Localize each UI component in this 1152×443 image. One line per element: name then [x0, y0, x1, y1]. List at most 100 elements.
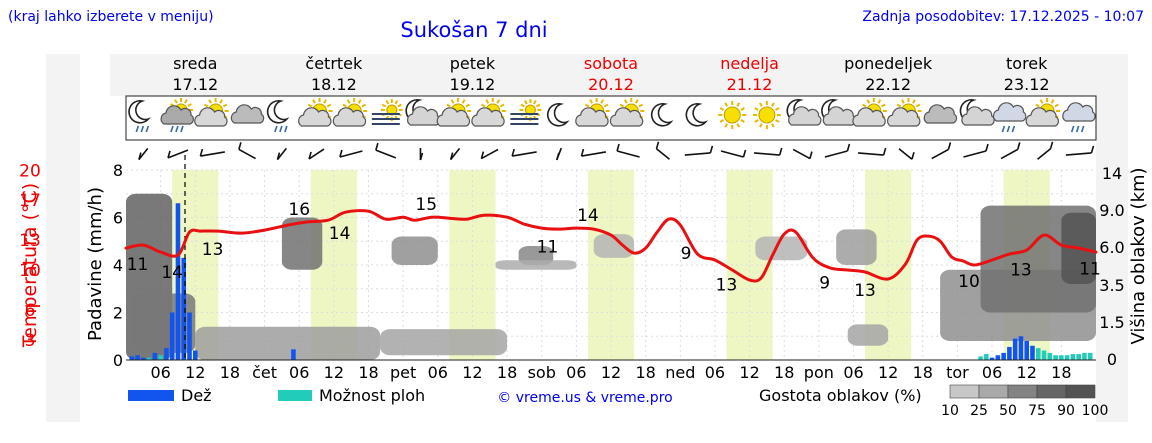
wind-barb: [339, 149, 363, 158]
day-name: četrtek: [305, 54, 363, 73]
rain-drop: [1075, 125, 1080, 133]
wind-feather: [480, 151, 485, 159]
cloud-shape: [194, 107, 228, 127]
density-swatch: [978, 384, 1009, 399]
cloud-blob: [391, 236, 438, 265]
shower-bar: [1076, 354, 1081, 360]
shower-bar: [1087, 352, 1093, 360]
sun-ray: [1039, 99, 1044, 104]
precip-tick: 6: [113, 209, 123, 228]
temperature-label: 13: [716, 276, 738, 296]
precip-tick: 4: [113, 256, 123, 275]
sun-ray: [724, 102, 729, 107]
density-swatch: [949, 384, 980, 399]
rain-bar: [192, 350, 198, 360]
weather-icons: [128, 98, 1096, 133]
cloud-density-legend-label: Gostota oblakov (%): [759, 386, 922, 405]
wind-feather: [375, 142, 379, 151]
shower-bar: [1035, 348, 1041, 360]
cloud-height-tick: 1.5: [1099, 313, 1124, 332]
sun-ray: [394, 99, 399, 105]
sun-ray: [208, 99, 212, 104]
wind-shaft: [200, 151, 225, 157]
shower-bar: [1047, 352, 1053, 360]
sun-ray: [533, 99, 537, 105]
sun-ray: [346, 99, 351, 104]
temperature-tick: 3: [25, 331, 36, 351]
cloud-height-tick: 6.0: [1099, 238, 1124, 257]
day-date: 22.12: [865, 75, 911, 94]
density-swatch: [1065, 384, 1096, 399]
sun-ray: [307, 103, 313, 108]
wind-feather: [709, 145, 714, 154]
rain-bar: [169, 312, 175, 360]
sun-ray: [638, 103, 644, 108]
temperature-label: 16: [288, 200, 310, 220]
sun-cloud-icon: [609, 98, 645, 127]
temperature-line: [124, 209, 1098, 283]
sun-ray: [496, 99, 501, 104]
temperature-axis: 3 6 10 13 17 20: [19, 161, 41, 350]
sun-ray: [203, 103, 209, 108]
wind-shaft: [931, 148, 949, 160]
cloud-rain-icon: [992, 102, 1027, 133]
wind-shaft: [308, 148, 325, 160]
time-tick: 06: [843, 363, 863, 382]
rain-legend-label: Dež: [181, 386, 212, 405]
sun-ray: [740, 107, 745, 111]
density-swatch: [1007, 384, 1038, 399]
wind-feather: [911, 151, 915, 160]
precip-axis: 0 2 4 6 8: [113, 161, 123, 370]
sun-icon: [718, 101, 747, 129]
time-tick: čet: [252, 363, 277, 382]
temperature-label: 11: [1079, 260, 1101, 280]
page-title: Sukošan 7 dni: [400, 18, 547, 42]
day-date: 19.12: [450, 75, 496, 94]
day-headers: sreda 17.12 četrtek 18.12 petek 19.12 sobota 20…: [172, 54, 1049, 94]
sun-disc: [758, 106, 776, 124]
wind-barb: [1000, 142, 1021, 160]
time-tick: 18: [220, 363, 240, 382]
sun-ray: [361, 103, 366, 108]
cloud-blob: [495, 260, 577, 270]
sun-ray: [1054, 103, 1059, 108]
wind-barb: [684, 145, 714, 156]
wind-shaft: [512, 151, 537, 157]
moon-shape: [546, 102, 570, 127]
cloud-shape: [160, 105, 194, 125]
time-tick: 18: [635, 363, 655, 382]
cloud-blob: [281, 217, 323, 270]
temperature-label: 9: [819, 274, 830, 294]
moon-shape: [266, 99, 290, 124]
sun-ray: [771, 102, 775, 107]
day-date: 18.12: [311, 75, 357, 94]
sun-ray: [446, 103, 451, 108]
sun-ray: [775, 119, 780, 123]
wind-shaft: [963, 150, 987, 158]
sun-ray: [736, 102, 741, 107]
sun-ray: [634, 99, 639, 104]
credit-link[interactable]: © vreme.us & vreme.pro: [497, 390, 672, 406]
moon-icon: [546, 102, 570, 127]
rain-drop: [279, 125, 283, 133]
last-updated: Zadnja posodobitev: 17.12.2025 - 10:07: [862, 9, 1144, 25]
density-swatch: [1036, 384, 1067, 399]
wind-feather: [308, 151, 312, 160]
sun-ray: [754, 107, 759, 111]
wind-feather: [419, 152, 424, 161]
wind-barb: [556, 147, 563, 161]
moon-cloud-icon: [821, 98, 857, 126]
sun-ray: [775, 107, 780, 111]
sun-ray: [465, 103, 470, 108]
rain-bar: [164, 348, 169, 360]
time-tick: 12: [739, 363, 759, 382]
temperature-labels: 11 14 13 16 14 15 11 14 9 13 9 13 10 13 11: [127, 195, 1101, 301]
temperature-label: 15: [415, 195, 437, 215]
wind-barb: [511, 148, 537, 157]
moon-rain-icon: [266, 99, 290, 133]
sun-ray: [759, 123, 763, 128]
sun-ray: [323, 99, 327, 104]
sun-ray: [480, 103, 486, 108]
cloud-rain-icon: [1062, 102, 1096, 133]
location-hint[interactable]: (kraj lahko izberete v meniju): [8, 9, 214, 25]
